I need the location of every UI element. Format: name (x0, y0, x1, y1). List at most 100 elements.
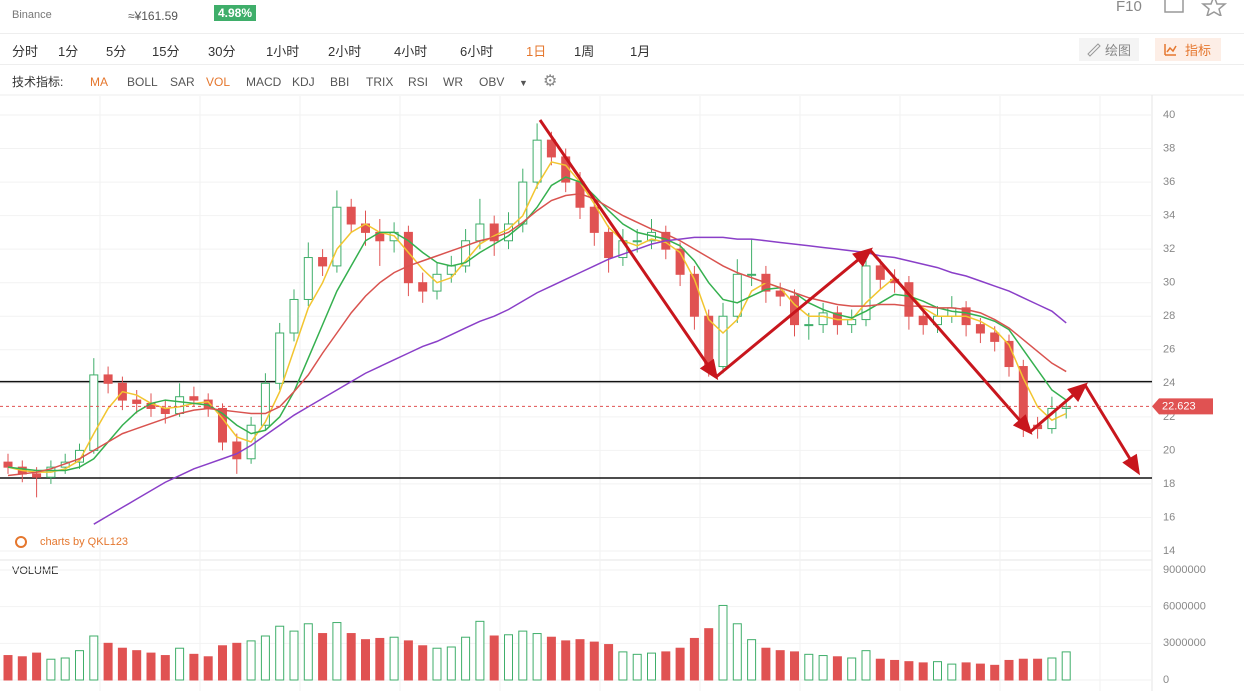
candle-body (303, 257, 313, 300)
volume-bar (504, 634, 513, 681)
interval[interactable]: 分时 (12, 44, 39, 59)
arrow-head (1067, 382, 1088, 403)
volume-bar (446, 646, 456, 681)
candle-body (3, 461, 13, 468)
volume-bar (604, 644, 614, 681)
arrow-head (852, 247, 873, 267)
volume-bar (990, 664, 1000, 681)
arrow-head (1122, 453, 1141, 476)
volume-bar (403, 640, 413, 681)
volume-bar (89, 635, 99, 681)
volume-bar (189, 653, 199, 681)
interval[interactable]: 15分 (152, 44, 180, 59)
ma-line (7, 193, 1067, 477)
draw-button[interactable]: 绘图 (1079, 38, 1140, 61)
y-tick-label: 40 (1163, 109, 1175, 121)
current-price-tag (1152, 398, 1213, 415)
interval[interactable]: 6小时 (460, 44, 494, 59)
indicator[interactable]: WR (443, 75, 463, 89)
interval[interactable]: 1周 (574, 44, 595, 59)
interval[interactable]: 4小时 (394, 44, 428, 59)
volume-bar (232, 642, 242, 681)
icon-star[interactable] (1200, 0, 1228, 16)
indicator[interactable]: BBI (330, 75, 350, 89)
volume-bar (203, 656, 213, 681)
x-grid (99, 96, 1101, 691)
indicator[interactable]: VOL (206, 75, 231, 89)
interval[interactable]: 5分 (106, 44, 127, 59)
volume-bar (117, 647, 127, 681)
candle-body (532, 139, 542, 183)
button-icons (1087, 43, 1177, 57)
candle-body (675, 248, 685, 275)
candle-body (132, 399, 142, 404)
volume-bar (1047, 657, 1057, 681)
current-price-label: 22.623 (1162, 400, 1196, 412)
interval[interactable]: 1月 (630, 44, 651, 59)
indicator[interactable]: BOLL (127, 75, 158, 89)
arrow-head (699, 358, 719, 381)
volume-bar (632, 653, 642, 681)
volume-bar (218, 645, 227, 681)
indicator-bar: 技术指标: MA BOLL SAR VOL MACD KDJ BBI TRIX RSI WR OBV ▼… (12, 71, 557, 91)
change-badge: 4.98% (214, 5, 257, 21)
f10[interactable]: F10 (1116, 0, 1142, 15)
volume-bar (589, 641, 599, 681)
y-tick-label: 26 (1163, 344, 1175, 356)
indicator[interactable]: OBV (479, 75, 505, 89)
interval[interactable]: 30分 (208, 44, 236, 59)
icon-expand[interactable] (1164, 0, 1184, 13)
volume-bar (32, 652, 42, 681)
volume-bar (361, 639, 370, 681)
divider (0, 33, 1244, 34)
y-tick-label: 18 (1163, 478, 1175, 490)
indicator[interactable]: MA (90, 75, 108, 89)
indicator[interactable]: SAR (170, 75, 195, 89)
y-tick-label: 16 (1163, 511, 1175, 523)
interval[interactable]: 1分 (58, 44, 79, 59)
indicator-label: 技术指标: (12, 75, 64, 89)
candle-body (103, 374, 113, 384)
candle-body (689, 273, 699, 317)
volume-bar (546, 636, 556, 681)
volume-bar (103, 642, 113, 681)
ma-line (7, 176, 1067, 472)
settings-icon[interactable]: ⚙ (543, 73, 558, 90)
dropdown-arrow[interactable]: ▼ (519, 78, 528, 88)
y-tick-label: 30 (1163, 277, 1175, 289)
y-tick-label: 28 (1163, 310, 1175, 322)
candle-body (918, 315, 928, 326)
volume-bar (303, 623, 313, 681)
arrow-line (538, 119, 718, 378)
indicator[interactable]: TRIX (366, 75, 394, 89)
candle-body (704, 315, 714, 368)
arrow-line (1083, 384, 1140, 473)
interval-bar: 分时 1分 5分 15分 30分 1小时 2小时 4小时 6小时 1日 1周 1月 (12, 41, 666, 60)
indicator[interactable]: KDJ (292, 75, 315, 89)
ma-line (7, 161, 1067, 473)
indicator[interactable]: RSI (408, 75, 429, 89)
candle-body (232, 441, 242, 460)
interval[interactable]: 2小时 (328, 44, 362, 59)
y-tick-label: 36 (1163, 176, 1175, 188)
volume-bar (389, 636, 399, 681)
candle-body (1061, 406, 1071, 409)
volume-bar (732, 623, 742, 681)
candle-body (847, 319, 857, 326)
interval[interactable]: 1小时 (266, 44, 300, 59)
candle-body (775, 290, 785, 297)
volume-bar (890, 659, 900, 681)
volume-bar (461, 636, 471, 681)
volume-bar (17, 656, 27, 681)
interval[interactable]: 1日 (526, 44, 547, 59)
candle-body (990, 332, 1000, 342)
volume-bar (1061, 651, 1071, 681)
volume-bar (46, 658, 56, 681)
divider (0, 64, 1244, 65)
volume-bar (904, 661, 914, 681)
candle-body (818, 312, 828, 326)
volume-bar (132, 650, 142, 681)
volume-bar (160, 655, 170, 681)
y-tick-label: 20 (1163, 444, 1175, 456)
indicator[interactable]: MACD (246, 75, 282, 89)
